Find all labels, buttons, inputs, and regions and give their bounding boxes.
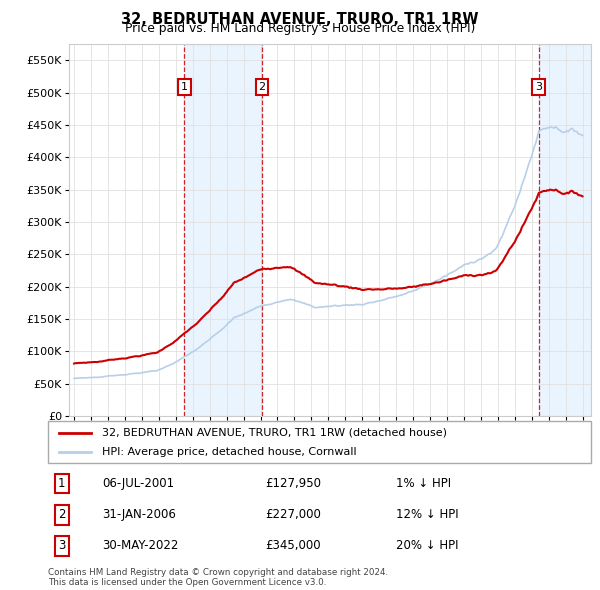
Text: £345,000: £345,000 [265,539,321,552]
Text: 3: 3 [58,539,65,552]
FancyBboxPatch shape [48,421,591,463]
Text: 32, BEDRUTHAN AVENUE, TRURO, TR1 1RW (detached house): 32, BEDRUTHAN AVENUE, TRURO, TR1 1RW (de… [103,428,448,438]
Text: 1: 1 [58,477,65,490]
Text: 06-JUL-2001: 06-JUL-2001 [103,477,175,490]
Text: £127,950: £127,950 [265,477,321,490]
Bar [184,44,262,416]
Text: 30-MAY-2022: 30-MAY-2022 [103,539,179,552]
Text: 31-JAN-2006: 31-JAN-2006 [103,508,176,522]
Text: 3: 3 [535,82,542,92]
Text: HPI: Average price, detached house, Cornwall: HPI: Average price, detached house, Corn… [103,447,357,457]
Text: This data is licensed under the Open Government Licence v3.0.: This data is licensed under the Open Gov… [48,578,326,587]
Text: 20% ↓ HPI: 20% ↓ HPI [395,539,458,552]
Text: 12% ↓ HPI: 12% ↓ HPI [395,508,458,522]
Text: Price paid vs. HM Land Registry's House Price Index (HPI): Price paid vs. HM Land Registry's House … [125,22,475,35]
Text: 2: 2 [259,82,265,92]
Text: 1% ↓ HPI: 1% ↓ HPI [395,477,451,490]
Text: 1: 1 [181,82,188,92]
Text: 32, BEDRUTHAN AVENUE, TRURO, TR1 1RW: 32, BEDRUTHAN AVENUE, TRURO, TR1 1RW [121,12,479,27]
Text: £227,000: £227,000 [265,508,321,522]
Text: 2: 2 [58,508,65,522]
Bar [539,44,591,416]
Text: Contains HM Land Registry data © Crown copyright and database right 2024.: Contains HM Land Registry data © Crown c… [48,568,388,576]
